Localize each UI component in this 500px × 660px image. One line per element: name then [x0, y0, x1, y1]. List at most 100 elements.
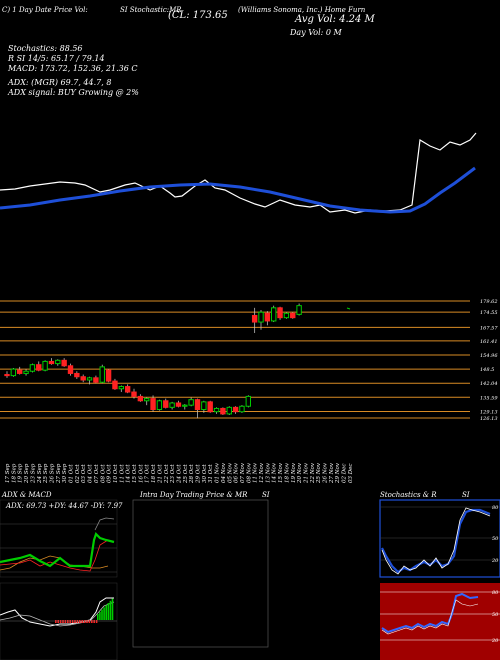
macd-histogram-bar [105, 605, 107, 620]
price-tick-label: 129.13 [480, 409, 498, 415]
company-line: (Williams Sonoma, Inc.) Home Furn [238, 6, 366, 14]
candle-body [131, 391, 137, 397]
candle-body [290, 312, 296, 319]
date-tick-label: 11 Nov [253, 462, 259, 483]
macd-histogram-bar [93, 620, 95, 623]
date-tick-label: 07 Nov [240, 462, 246, 483]
date-tick-label: 24 Sep [37, 463, 43, 484]
candle-body [283, 312, 290, 319]
moving-average-line [0, 166, 476, 214]
candle-body [36, 364, 42, 371]
adx-red-line [0, 539, 109, 572]
price-tick-label: 135.59 [480, 395, 498, 401]
candle-body [239, 405, 245, 413]
adx-signal-readout: ADX signal: BUY Growing @ 2% [8, 88, 139, 97]
date-tick-label: 30 Sep [62, 463, 68, 483]
date-tick-label: 09 Oct [107, 464, 113, 483]
date-tick-label: 14 Oct [126, 464, 132, 483]
date-tick-label: 12 Nov [259, 462, 265, 483]
macd-histogram-bar [107, 603, 110, 620]
macd-histogram-bar [69, 620, 71, 623]
date-tick-label: 25 Nov [316, 462, 322, 484]
price-tick-label: 167.57 [480, 325, 498, 331]
candle-body [251, 314, 258, 323]
last-price-tick [346, 307, 351, 310]
candle-body [194, 399, 201, 411]
macd-histogram-bar [99, 611, 101, 620]
candle-body [213, 407, 220, 413]
date-tick-label: 26 Nov [323, 462, 329, 484]
price-tick-label: 179.62 [480, 299, 498, 305]
date-tick-label: 10 Oct [113, 464, 119, 483]
intraday-panel [132, 499, 269, 648]
date-tick-label: 21 Nov [303, 462, 309, 484]
adx-panel-readout: ADX: 69.73 +DY: 44.67 -DY: 7.97 [6, 502, 123, 510]
stoch-tick-label: 50 [492, 536, 499, 542]
date-tick-label: 04 Nov [221, 462, 227, 483]
candle-body [118, 386, 124, 390]
candle-body [112, 380, 118, 390]
candle-body [99, 366, 105, 383]
adx-green-line [0, 531, 115, 568]
price-tick-label: 154.96 [480, 353, 498, 359]
date-tick-label: 29 Nov [335, 462, 341, 484]
date-tick-label: 15 Nov [278, 462, 284, 483]
date-tick-label: 20 Sep [24, 463, 30, 484]
candle-body [124, 386, 131, 393]
macd-histogram-bar [88, 620, 91, 623]
price-tick-label: 148.5 [480, 367, 494, 373]
candle-body [48, 360, 55, 365]
candle-body [105, 369, 112, 382]
candle-body [226, 406, 232, 415]
date-tick-label: 19 Nov [291, 462, 297, 483]
candle-body [220, 407, 226, 415]
candle-body [17, 369, 23, 374]
macd-line [0, 597, 114, 627]
rsi-tick-label: 20 [491, 638, 499, 644]
macd-histogram-bar [71, 620, 74, 623]
stoch-white-line [381, 507, 491, 575]
macd-histogram-bar [74, 620, 76, 623]
candle-body [188, 399, 194, 406]
date-tick-label: 16 Oct [138, 464, 144, 483]
price-tick-label: 161.41 [480, 339, 498, 345]
date-tick-label: 15 Oct [132, 464, 138, 483]
date-tick-label: 20 Nov [297, 462, 303, 484]
date-tick-label: 07 Oct [94, 464, 100, 483]
date-tick-label: 01 Nov [215, 462, 221, 483]
date-tick-label: 25 Sep [43, 463, 49, 484]
rsi-header-line: SI Stochastic:MR [120, 6, 182, 14]
macd-histogram-bar [55, 620, 57, 623]
date-tick-label: 18 Nov [284, 462, 290, 483]
candle-body [86, 377, 93, 381]
date-tick-label: 03 Oct [81, 464, 87, 483]
price-tick-label: 174.55 [480, 310, 498, 316]
date-tick-label: 26 Sep [49, 463, 55, 484]
stochastics-readout: Stochastics: 88.56 [8, 44, 83, 53]
date-tick-label: 14 Nov [272, 462, 278, 483]
candle-body [42, 360, 48, 371]
price-overlay-line [0, 132, 477, 214]
candle-body [4, 374, 10, 377]
price-tick-label: 142.04 [480, 381, 498, 387]
stoch-tick-label: 80 [492, 505, 499, 511]
intraday-si-label: SI [262, 491, 270, 499]
rsi-tick-label: 80 [492, 590, 499, 596]
candle-body [182, 404, 188, 407]
candle-body [245, 395, 252, 407]
date-tick-label: 19 Sep [18, 463, 24, 483]
candle-body [201, 401, 207, 411]
avg-vol-label: Avg Vol: 4.24 M [295, 14, 375, 25]
macd-histogram-bar [67, 620, 69, 623]
macd-histogram-bar [79, 620, 81, 623]
date-tick-label: 11 Oct [119, 464, 125, 483]
candle-body [137, 395, 144, 402]
macd-histogram-bar [81, 620, 83, 623]
stochastics-si-label: SI [462, 491, 470, 499]
date-tick-label: 27 Sep [56, 463, 62, 484]
date-tick-label: 27 Nov [329, 462, 335, 484]
macd-histogram-bar [97, 614, 99, 620]
candle-body [61, 359, 67, 367]
date-tick-label: 02 Oct [75, 464, 81, 483]
